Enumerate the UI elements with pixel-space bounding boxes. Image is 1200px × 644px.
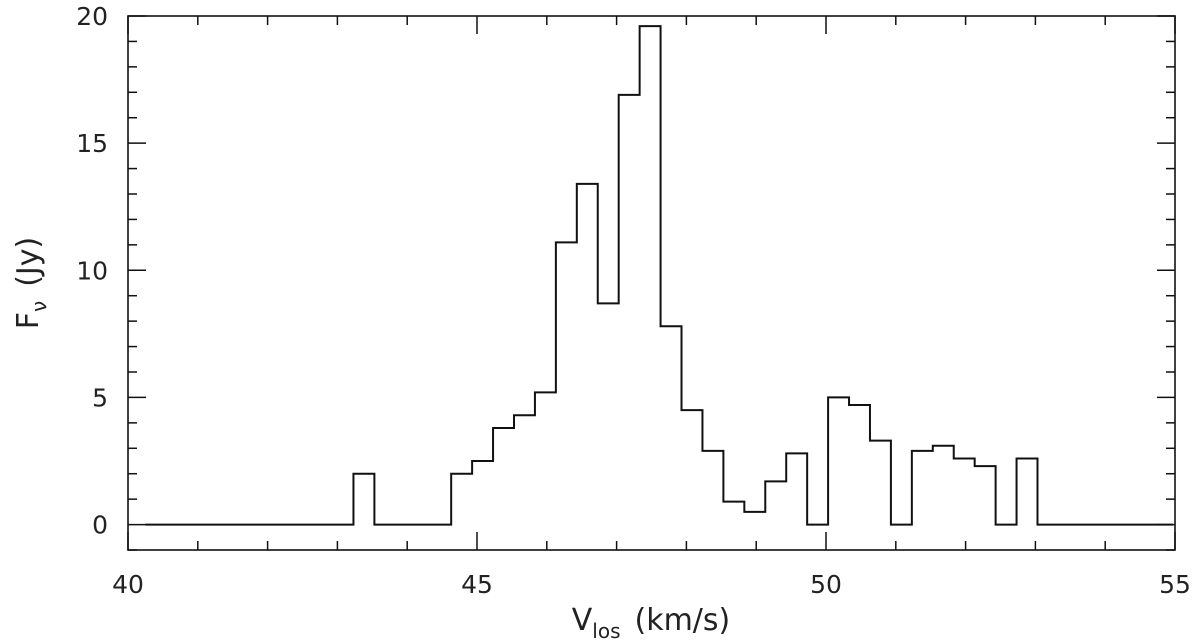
x-tick-label: 40 [112,570,144,599]
plot-frame [127,15,1176,551]
y-tick-label: 20 [76,2,108,31]
axis-ticks [127,15,1176,551]
y-tick-label: 0 [92,511,108,540]
y-tick-label: 15 [76,129,108,158]
x-tick-label: 55 [1159,570,1191,599]
flux-histogram-line [145,25,1173,526]
x-tick-label: 50 [810,570,842,599]
x-tick-label: 45 [461,570,493,599]
y-tick-label: 5 [92,383,108,412]
x-axis-label: Vlos (km/s) [572,603,731,643]
y-axis-label: Fν(Jy) [11,237,51,329]
tick-labels: 40 45 50 55 0 5 10 15 20 [76,2,1191,599]
y-tick-label: 10 [76,256,108,285]
